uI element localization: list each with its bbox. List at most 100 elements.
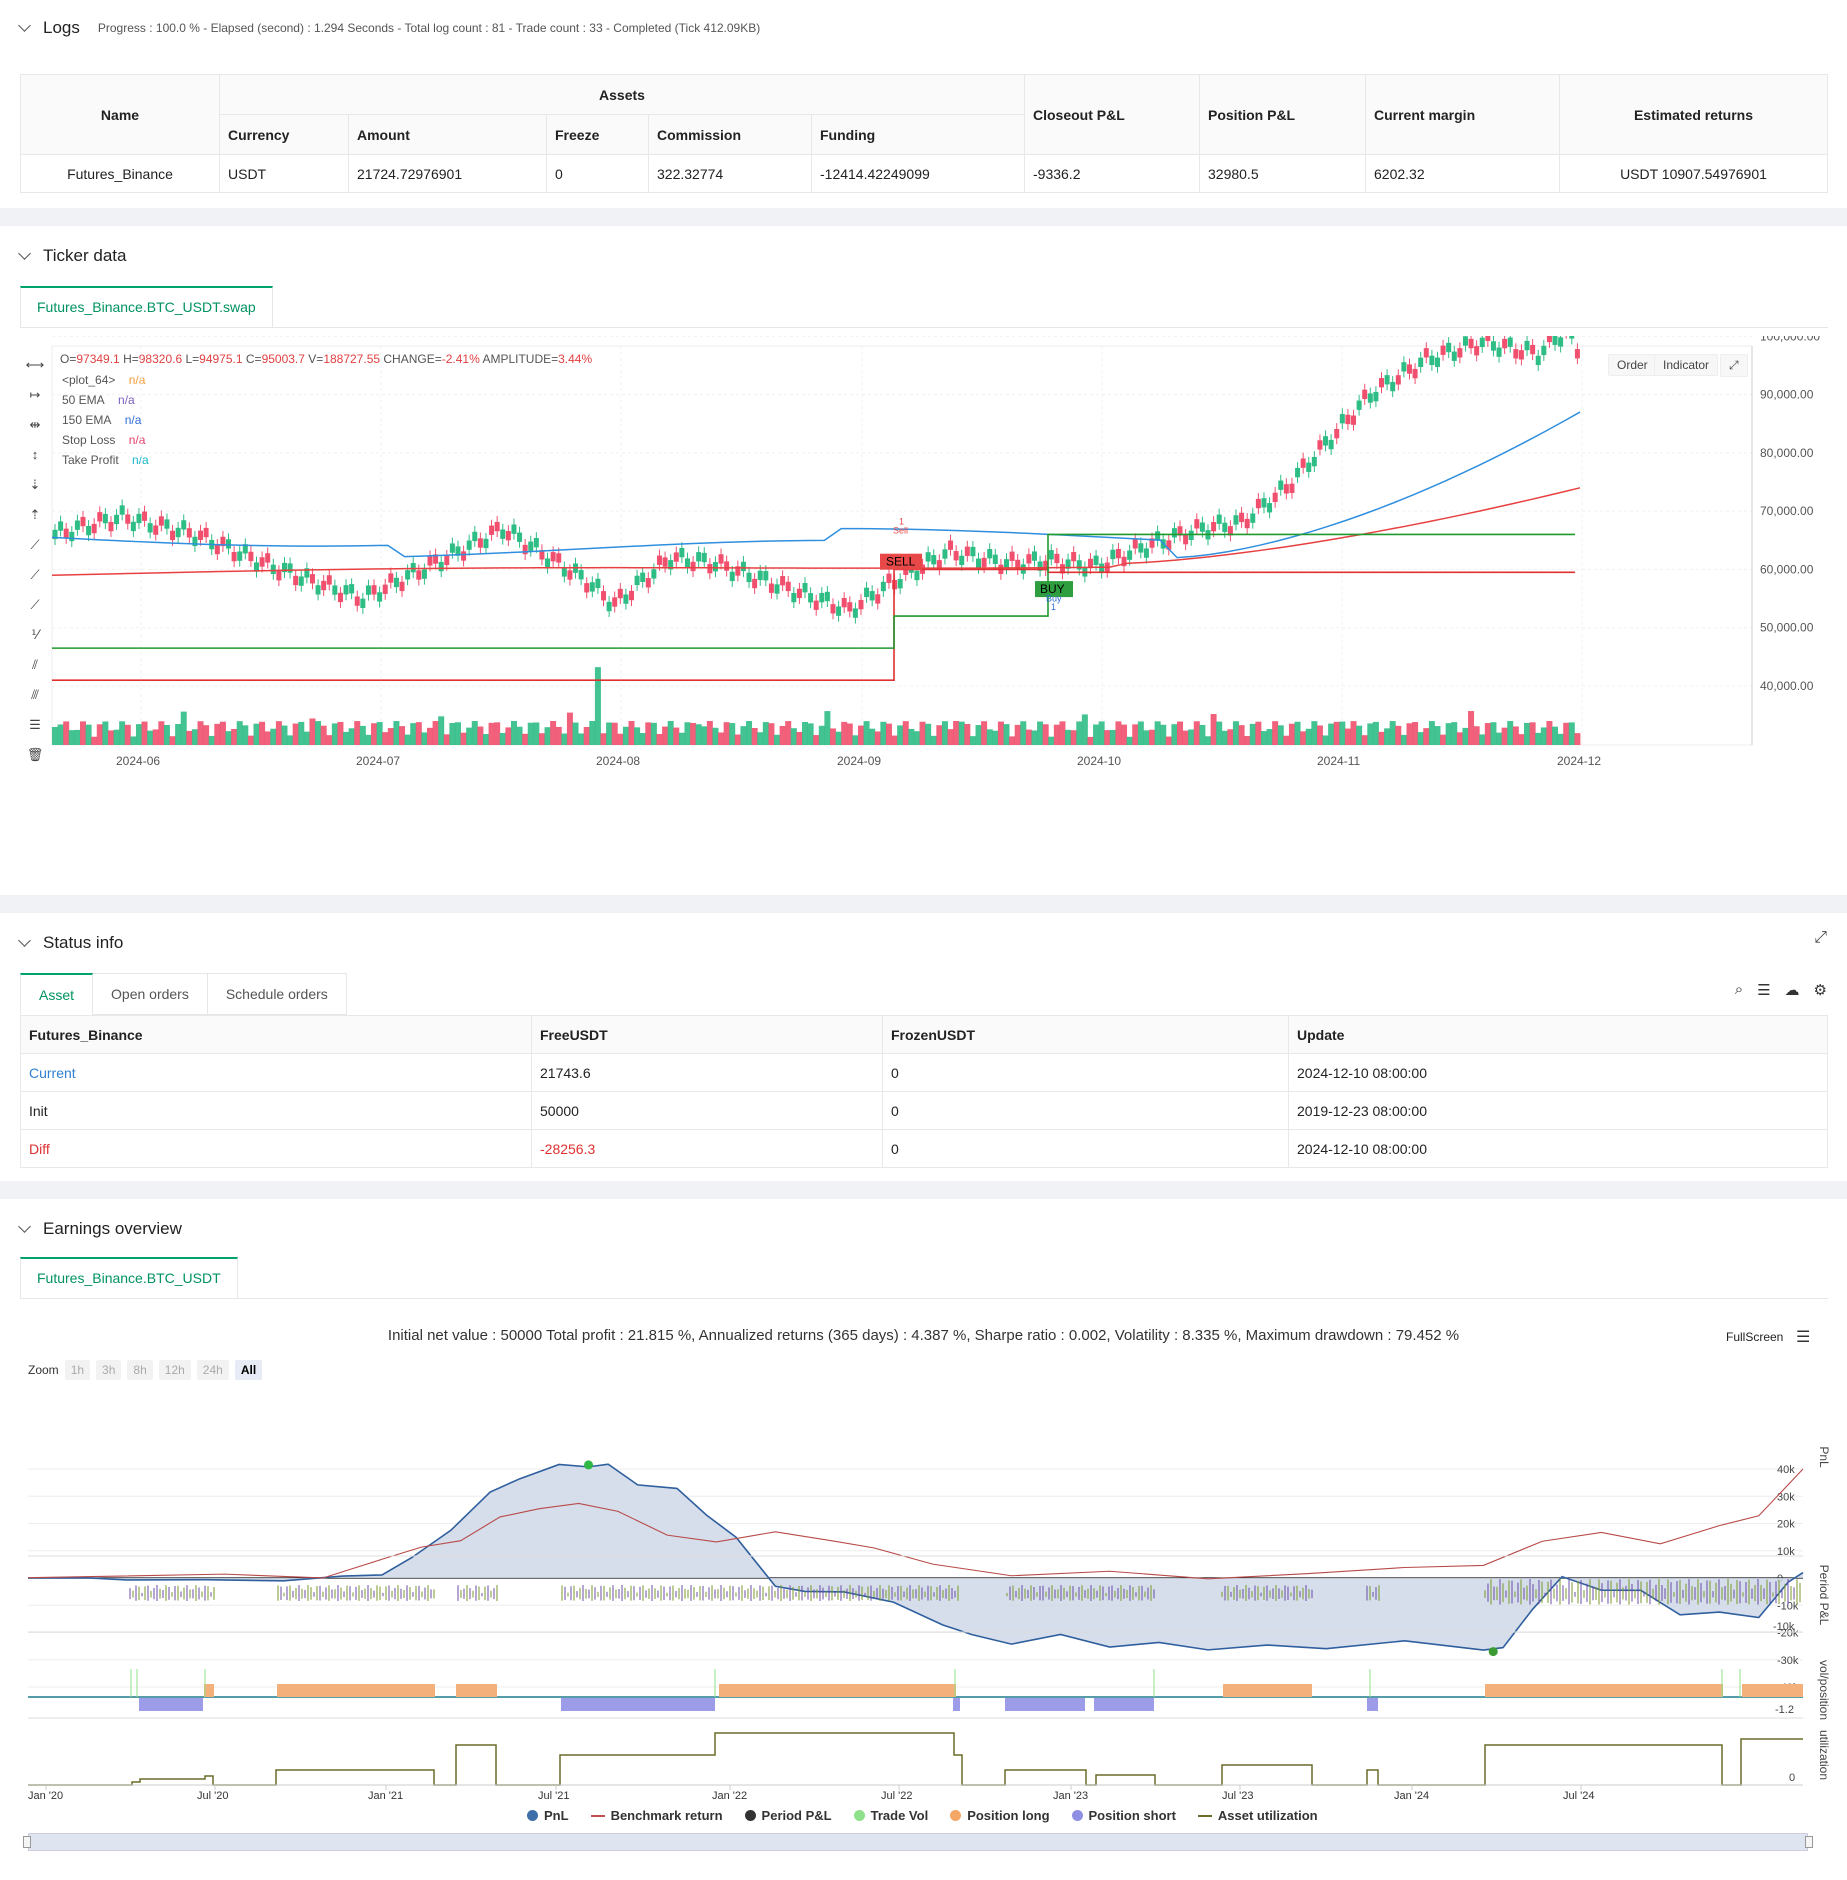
- trash-icon[interactable]: 🗑: [26, 747, 44, 762]
- fib-retracement-icon[interactable]: ☰: [29, 717, 41, 732]
- candle-body: [1255, 498, 1261, 509]
- close-label: C=: [242, 352, 262, 366]
- candle-body: [718, 554, 724, 564]
- legend-item[interactable]: 50 EMA n/a: [62, 390, 149, 410]
- legend-item[interactable]: Position short: [1071, 1808, 1176, 1823]
- pnl-tick-label: -30k: [1777, 1655, 1799, 1667]
- extended-line-icon[interactable]: ⟋: [30, 597, 40, 612]
- logs-header[interactable]: Logs Progress : 100.0 % - Elapsed (secon…: [18, 16, 760, 40]
- candle-body: [1216, 514, 1222, 524]
- legend-item[interactable]: Take Profit n/a: [62, 450, 149, 470]
- trend-line-icon[interactable]: ⟋: [30, 537, 40, 552]
- vertical-segment-icon[interactable]: ⇣: [29, 477, 41, 492]
- buy-marker[interactable]: [1035, 581, 1073, 598]
- legend-dot-icon: [1071, 1810, 1083, 1821]
- ticker-header[interactable]: Ticker data: [18, 244, 126, 268]
- volume-bar: [1059, 721, 1066, 745]
- tab-schedule-orders[interactable]: Schedule orders: [207, 973, 347, 1015]
- tab-asset[interactable]: Asset: [20, 973, 94, 1015]
- legend-item[interactable]: Trade Vol: [853, 1808, 928, 1823]
- candle-body: [679, 547, 685, 558]
- volume-bar: [231, 728, 238, 745]
- volume-bar: [1188, 729, 1195, 745]
- candle-body: [1524, 340, 1530, 351]
- candle-body: [612, 597, 618, 607]
- candles-group: [52, 336, 1581, 745]
- volume-bar: [96, 724, 103, 745]
- candle-body: [1317, 440, 1323, 450]
- zoom-12h[interactable]: 12h: [158, 1360, 191, 1380]
- gear-icon[interactable]: ⚙: [1813, 982, 1827, 999]
- legend-dot-icon: [744, 1810, 756, 1821]
- volume-bar: [1524, 722, 1531, 745]
- volume-bar: [1440, 734, 1447, 745]
- parallel-channel-icon[interactable]: ⫽: [32, 657, 38, 672]
- legend-item[interactable]: Position long: [950, 1808, 1050, 1823]
- volume-bar: [975, 725, 982, 745]
- search-icon[interactable]: ⌕: [1734, 981, 1744, 998]
- table-row: Init 50000 0 2019-12-23 08:00:00: [20, 1091, 1828, 1130]
- list-icon[interactable]: ☰: [1757, 982, 1771, 999]
- zoom-8h[interactable]: 8h: [127, 1360, 153, 1380]
- zoom-24h[interactable]: 24h: [196, 1360, 229, 1380]
- candle-body: [226, 539, 232, 549]
- tab-open-orders[interactable]: Open orders: [93, 973, 208, 1015]
- legend-item[interactable]: Asset utilization: [1197, 1808, 1318, 1823]
- candle-body: [1087, 558, 1093, 569]
- zoom-1h[interactable]: 1h: [64, 1360, 91, 1380]
- pnl-tick-label: -20k: [1777, 1628, 1799, 1640]
- legend-item[interactable]: 150 EMA n/a: [62, 410, 149, 430]
- expand-icon[interactable]: ⤢: [1814, 929, 1827, 946]
- price-label-icon[interactable]: ⅟: [31, 627, 39, 642]
- volume-bar: [1412, 722, 1419, 745]
- candle-body: [1155, 531, 1161, 541]
- collapse-chevron-icon[interactable]: [18, 247, 31, 260]
- volume-bar: [1132, 724, 1139, 745]
- earnings-chart[interactable]: 40k30k20k10k0-10k-20k-30k-40k-10k-1.20Ja…: [0, 1389, 1847, 1819]
- zoom-3h[interactable]: 3h: [96, 1360, 122, 1380]
- collapse-chevron-icon[interactable]: [18, 19, 31, 32]
- vertical-line-icon[interactable]: ↕: [31, 447, 39, 462]
- volume-bar: [158, 721, 165, 745]
- menu-icon[interactable]: ☰: [1796, 1329, 1811, 1346]
- status-header[interactable]: Status info: [18, 931, 123, 955]
- cross-line-icon[interactable]: ⇹: [29, 417, 41, 432]
- candle-body: [1418, 357, 1424, 367]
- legend-item[interactable]: PnL: [527, 1808, 569, 1823]
- sell-marker[interactable]: [880, 553, 922, 570]
- col-returns: Estimated returns: [1559, 74, 1828, 155]
- navigator-handle-left[interactable]: [23, 1836, 31, 1848]
- tab-ticker-symbol[interactable]: Futures_Binance.BTC_USDT.swap: [20, 286, 273, 328]
- x-tick-label: Jul '22: [881, 1790, 912, 1802]
- indicator-button[interactable]: Indicator: [1654, 354, 1719, 376]
- navigator-scrollbar[interactable]: [23, 1833, 1813, 1851]
- col-frozen: FrozenUSDT: [882, 1015, 1289, 1054]
- ray-line-icon[interactable]: ⟋: [30, 567, 40, 582]
- horizontal-line-icon[interactable]: ⟷: [25, 357, 45, 372]
- price-chart[interactable]: 110,000.00100,000.0090,000.0080,000.0070…: [0, 336, 1847, 886]
- candle-body: [63, 528, 69, 538]
- volume-bar: [1546, 721, 1553, 745]
- pitchfork-icon[interactable]: ⫻: [31, 687, 39, 702]
- candle-body: [701, 552, 707, 563]
- collapse-chevron-icon[interactable]: [18, 934, 31, 947]
- tab-earnings-symbol[interactable]: Futures_Binance.BTC_USDT: [20, 1257, 238, 1299]
- candle-body: [785, 581, 791, 592]
- candle-body: [1345, 414, 1351, 425]
- fullscreen-button[interactable]: FullScreen: [1726, 1330, 1784, 1344]
- zoom-all[interactable]: All: [234, 1360, 263, 1380]
- earnings-summary: Initial net value : 50000 Total profit :…: [387, 1327, 1460, 1344]
- collapse-chevron-icon[interactable]: [18, 1220, 31, 1233]
- candle-body: [114, 514, 120, 525]
- vertical-ray-icon[interactable]: ⇡: [29, 507, 41, 522]
- expand-icon[interactable]: ⤢: [1720, 354, 1748, 377]
- navigator-handle-right[interactable]: [1805, 1836, 1813, 1848]
- volume-bar: [471, 721, 478, 745]
- cloud-download-icon[interactable]: ☁: [1784, 982, 1800, 999]
- legend-item[interactable]: Period P&L: [744, 1808, 832, 1823]
- legend-item-label: PnL: [544, 1808, 569, 1823]
- earnings-header[interactable]: Earnings overview: [18, 1217, 182, 1241]
- horizontal-ray-icon[interactable]: ↦: [29, 387, 41, 402]
- legend-item[interactable]: Benchmark return: [590, 1808, 723, 1823]
- low-value: 94975.1: [199, 352, 243, 366]
